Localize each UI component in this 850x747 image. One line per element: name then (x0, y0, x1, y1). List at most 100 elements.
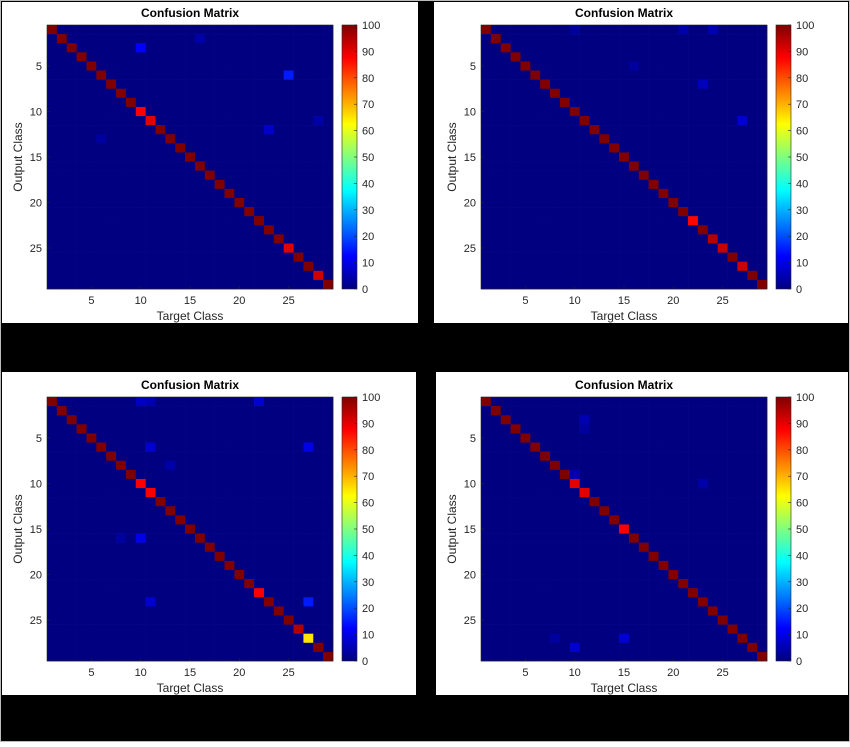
cell (293, 152, 304, 162)
cell (106, 406, 117, 416)
cell (47, 270, 58, 281)
cell (717, 397, 728, 407)
cell (47, 651, 58, 662)
cell (520, 469, 531, 480)
cell (619, 451, 630, 462)
cell (145, 569, 156, 580)
cell (273, 234, 284, 244)
cell (747, 97, 758, 108)
cell (125, 261, 137, 272)
cell (648, 597, 659, 607)
cell (155, 134, 166, 144)
cell (569, 615, 580, 625)
cell (323, 61, 334, 71)
cell (678, 433, 689, 443)
cell (283, 106, 294, 117)
cell (116, 270, 127, 281)
cell (56, 161, 68, 171)
cell (194, 88, 206, 99)
cell (727, 397, 738, 407)
cell (530, 588, 541, 598)
cell (244, 597, 255, 607)
cell (668, 542, 679, 553)
cell (254, 243, 265, 253)
cell (194, 243, 206, 253)
colorbar-tick-label: 80 (362, 73, 374, 85)
cell (599, 252, 610, 262)
cell (165, 524, 176, 534)
x-tick-label: 25 (716, 667, 728, 679)
cell (500, 579, 511, 589)
cell (145, 442, 156, 452)
cell (155, 478, 166, 489)
cell (155, 569, 166, 580)
cell (540, 469, 551, 480)
cell (490, 533, 502, 543)
cell (293, 533, 304, 543)
cell (76, 460, 87, 471)
cell (313, 406, 324, 416)
cell (589, 270, 600, 281)
cell (550, 406, 561, 416)
cell (540, 515, 551, 525)
cell (234, 207, 245, 217)
cell (234, 506, 245, 516)
cell (194, 252, 206, 262)
cell (313, 70, 324, 80)
cell (283, 506, 294, 516)
cell (609, 624, 620, 634)
cell (619, 143, 630, 153)
cell (273, 478, 284, 489)
colorbar-tick-label: 30 (796, 205, 808, 217)
cell (569, 34, 580, 44)
cell (619, 424, 630, 434)
cell (550, 116, 561, 126)
cell (550, 25, 561, 35)
cell (66, 134, 77, 144)
cell (303, 216, 314, 226)
cell (717, 624, 728, 634)
cell (273, 261, 284, 272)
cell (757, 506, 768, 516)
cell (481, 279, 492, 290)
cell (540, 642, 551, 653)
cell (707, 497, 718, 507)
cell (273, 442, 284, 452)
cell (303, 451, 314, 462)
cell (550, 143, 561, 153)
cell (135, 642, 146, 653)
cell (668, 488, 679, 498)
cell (619, 252, 630, 262)
cell (500, 170, 511, 181)
cell (688, 225, 699, 235)
cell (688, 279, 699, 290)
cell (273, 569, 284, 580)
cell (125, 270, 137, 281)
cell (155, 524, 166, 534)
cell (569, 52, 580, 62)
cell (717, 506, 728, 516)
cell (313, 25, 324, 35)
cell (323, 406, 334, 416)
cell (214, 179, 225, 190)
cell (569, 234, 580, 244)
cell (490, 551, 502, 562)
cell (510, 579, 521, 589)
cell (165, 34, 176, 44)
cell (737, 524, 748, 534)
cell (550, 61, 561, 71)
cell (96, 624, 107, 634)
cell (609, 569, 620, 580)
cell (737, 125, 748, 135)
cell (175, 188, 186, 199)
cell (747, 606, 758, 616)
colorbar-tick-label: 60 (362, 126, 374, 138)
cell (283, 188, 294, 199)
cell (757, 588, 768, 598)
cell (757, 397, 768, 407)
cell (323, 197, 334, 208)
cell (214, 569, 225, 580)
cell (303, 542, 314, 553)
cell (66, 52, 77, 62)
cell (697, 216, 709, 226)
